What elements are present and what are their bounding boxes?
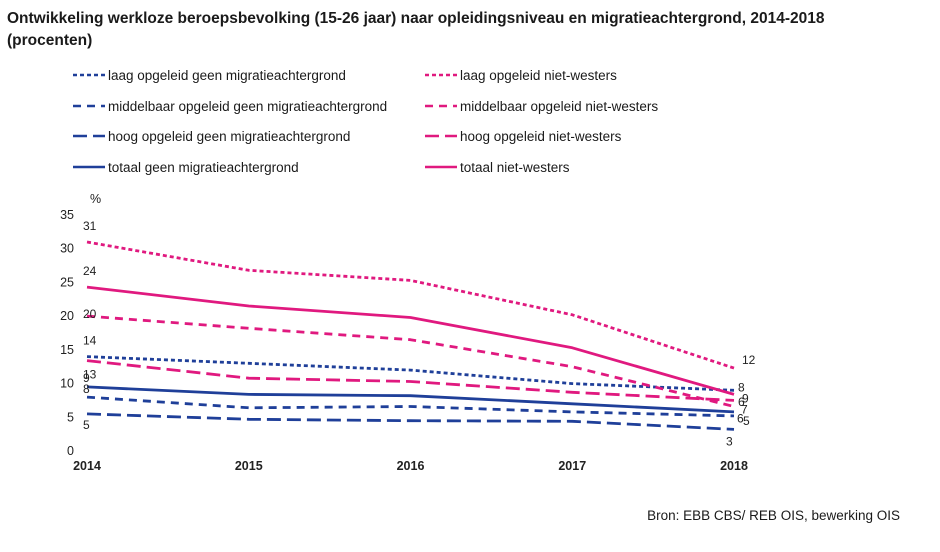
series-line [86, 385, 735, 414]
data-label: 14 [83, 334, 97, 348]
legend-swatch-hoog-nw [425, 134, 457, 138]
data-label: 12 [742, 353, 756, 367]
data-label: 5 [83, 418, 90, 432]
source-note: Bron: EBB CBS/ REB OIS, bewerking OIS [647, 508, 900, 523]
x-tick-label: 2017 [558, 459, 586, 473]
series-line [86, 412, 735, 431]
legend-item-totaal-geen: totaal geen migratieachtergrond [72, 157, 299, 177]
legend-label-laag-geen: laag opgeleid geen migratieachtergrond [108, 67, 346, 83]
x-axis-ticks: 2014 2015 2016 2017 2018 [73, 459, 748, 473]
data-label: 6 [737, 411, 744, 425]
legend-item-hoog-geen: hoog opgeleid geen migratieachtergrond [72, 126, 350, 146]
y-tick-label: 15 [60, 343, 74, 357]
legend-swatch-hoog-geen [73, 134, 105, 138]
series-line [86, 355, 735, 392]
legend-label-totaal-geen: totaal geen migratieachtergrond [108, 159, 299, 175]
legend-label-middelbaar-geen: middelbaar opgeleid geen migratieachterg… [108, 98, 388, 114]
y-tick-label: 35 [60, 208, 74, 222]
data-label: 24 [83, 264, 97, 278]
y-tick-label: 10 [60, 377, 74, 391]
data-label: 20 [83, 307, 97, 321]
legend: laag opgeleid geen migratieachtergrond l… [72, 62, 712, 188]
legend-swatch-middelbaar-nw [425, 104, 457, 108]
x-tick-label: 2015 [235, 459, 263, 473]
legend-item-middelbaar-geen: middelbaar opgeleid geen migratieachterg… [72, 96, 387, 116]
legend-swatch-totaal-geen [73, 165, 105, 169]
y-axis-ticks: 0 5 10 15 20 25 30 35 [60, 208, 74, 458]
x-tick-label: 2014 [73, 459, 101, 473]
data-label: 6 [738, 395, 745, 409]
legend-item-laag-geen: laag opgeleid geen migratieachtergrond [72, 65, 346, 85]
series-line [86, 240, 735, 370]
legend-swatch-middelbaar-geen [73, 104, 105, 108]
legend-label-totaal-nw: totaal niet-westers [460, 159, 570, 175]
x-tick-label: 2016 [397, 459, 425, 473]
y-tick-label: 30 [60, 242, 74, 256]
y-axis-label: % [90, 192, 101, 206]
legend-item-middelbaar-nw: middelbaar opgeleid niet-westers [424, 96, 658, 116]
series-group [86, 240, 735, 431]
x-tick-label: 2018 [720, 459, 748, 473]
data-label: 31 [83, 219, 97, 233]
series-line [86, 285, 735, 396]
data-label: 8 [83, 382, 90, 396]
data-label: 3 [726, 434, 733, 448]
legend-item-totaal-nw: totaal niet-westers [424, 157, 570, 177]
data-label: 9 [742, 391, 749, 405]
legend-swatch-totaal-nw [425, 165, 457, 169]
legend-label-middelbaar-nw: middelbaar opgeleid niet-westers [460, 98, 659, 114]
legend-label-hoog-nw: hoog opgeleid niet-westers [460, 128, 622, 144]
series-line [86, 395, 735, 418]
series-line [86, 314, 735, 408]
legend-swatch-laag-nw [425, 73, 457, 77]
chart-title: Ontwikkeling werkloze beroepsbevolking (… [7, 10, 825, 49]
data-label: 8 [738, 380, 745, 394]
y-tick-label: 20 [60, 309, 74, 323]
legend-item-hoog-nw: hoog opgeleid niet-westers [424, 126, 621, 146]
data-label: 9 [83, 371, 90, 385]
y-tick-label: 5 [67, 410, 74, 424]
legend-item-laag-nw: laag opgeleid niet-westers [424, 65, 617, 85]
legend-swatch-laag-geen [73, 73, 105, 77]
data-label: 5 [743, 414, 750, 428]
data-label: 13 [83, 368, 97, 382]
y-tick-label: 0 [67, 444, 74, 458]
legend-label-hoog-geen: hoog opgeleid geen migratieachtergrond [108, 128, 351, 144]
y-tick-label: 25 [60, 275, 74, 289]
series-line [86, 359, 735, 402]
legend-label-laag-nw: laag opgeleid niet-westers [460, 67, 617, 83]
data-label: 7 [741, 402, 748, 416]
